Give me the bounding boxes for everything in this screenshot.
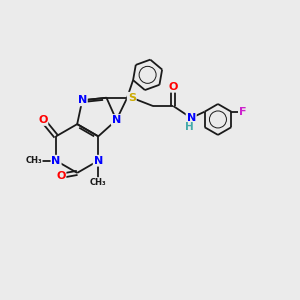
Text: O: O — [169, 82, 178, 92]
Text: H: H — [185, 122, 194, 133]
Text: O: O — [38, 115, 47, 125]
Text: F: F — [239, 107, 246, 117]
Text: N: N — [112, 115, 121, 125]
Text: N: N — [78, 95, 87, 105]
Text: N: N — [94, 156, 103, 166]
Text: CH₃: CH₃ — [90, 178, 106, 187]
Text: S: S — [128, 93, 136, 103]
Text: N: N — [187, 113, 196, 123]
Text: N: N — [51, 156, 61, 166]
Text: O: O — [56, 171, 65, 181]
Text: CH₃: CH₃ — [26, 156, 42, 165]
